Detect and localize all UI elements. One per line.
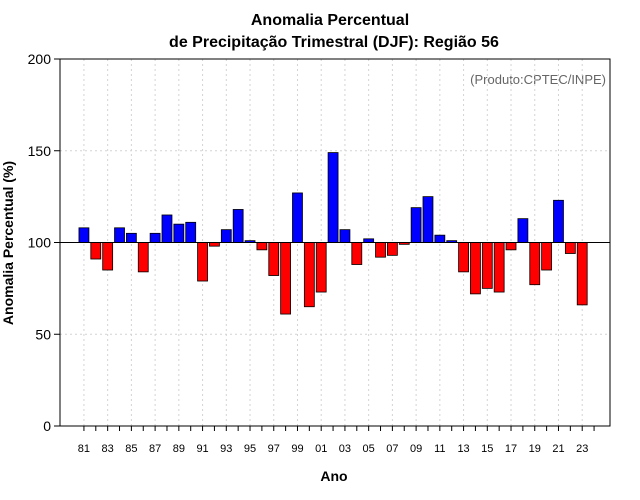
x-tick-label: 21 (552, 443, 564, 455)
x-tick-label: 05 (363, 443, 375, 455)
chart-title-line-2: de Precipitação Trimestral (DJF): Região… (169, 34, 499, 51)
x-tick-label: 19 (529, 443, 541, 455)
bar-09 (410, 207, 422, 243)
bar-83 (102, 242, 114, 271)
bar-21 (553, 199, 564, 243)
x-tick-label: 99 (291, 443, 303, 455)
bar-15 (481, 242, 493, 289)
y-axis-label: Anomalia Percentual (%) (0, 161, 16, 325)
bar-93 (220, 229, 232, 243)
y-tick-label: 100 (28, 235, 52, 251)
bar-13 (458, 242, 469, 273)
bar-92 (209, 242, 220, 247)
x-tick-label: 83 (102, 443, 114, 455)
bar-17 (505, 242, 517, 251)
bar-06 (375, 242, 386, 258)
x-tick-label: 09 (410, 443, 422, 455)
x-tick-label: 15 (481, 443, 493, 455)
bar-99 (292, 192, 303, 243)
x-axis-label: Ano (320, 468, 347, 484)
x-tick-label: 03 (339, 443, 351, 455)
bar-89 (173, 223, 185, 243)
bar-22 (564, 242, 576, 254)
x-tick-label: 85 (125, 443, 137, 455)
x-tick-label: 93 (220, 443, 232, 455)
bar-19 (529, 242, 541, 286)
bar-91 (197, 242, 208, 282)
bar-10 (422, 196, 434, 243)
bar-96 (256, 242, 268, 251)
grid-lines (60, 59, 610, 426)
bars (78, 152, 588, 315)
bar-86 (137, 242, 149, 273)
bar-82 (90, 242, 102, 260)
x-tick-label: 87 (149, 443, 161, 455)
bar-97 (268, 242, 280, 276)
bar-02 (327, 152, 339, 243)
axes: 0 50 100 150 200 81 83 85 87 89 91 93 95 97 99 01 03 05 07… (28, 51, 611, 455)
bar-03 (339, 229, 351, 243)
bar-11 (434, 234, 446, 243)
y-tick-label: 200 (28, 51, 52, 67)
product-credit: (Produto:CPTEC/INPE) (470, 72, 606, 87)
bar-07 (386, 242, 398, 256)
bar-04 (351, 242, 363, 265)
x-tick-label: 11 (434, 443, 445, 455)
bar-00 (303, 242, 315, 308)
x-tick-label: 95 (244, 443, 256, 455)
bar-94 (232, 209, 244, 243)
chart-title-line-1: Anomalia Percentual (251, 12, 409, 29)
x-tick-label: 81 (78, 443, 90, 455)
bar-05 (363, 238, 375, 243)
x-tick-label: 97 (268, 443, 280, 455)
bar-88 (161, 214, 173, 243)
x-tick-label: 91 (196, 443, 208, 455)
bar-84 (114, 227, 125, 243)
bar-98 (280, 242, 292, 315)
bar-01 (315, 242, 327, 293)
x-tick-label: 07 (386, 443, 398, 455)
bar-87 (149, 232, 161, 243)
bar-18 (517, 218, 529, 243)
bar-23 (576, 242, 588, 306)
x-tick-label: 13 (457, 443, 469, 455)
bar-81 (78, 227, 90, 243)
bar-14 (470, 242, 481, 295)
bar-20 (541, 242, 553, 271)
x-tick-label: 17 (505, 443, 517, 455)
x-tick-label: 89 (173, 443, 185, 455)
bar-16 (493, 242, 505, 293)
x-tick-label: 01 (315, 443, 327, 455)
bar-90 (185, 221, 197, 243)
y-tick-label: 0 (43, 418, 51, 434)
y-tick-label: 50 (35, 326, 51, 342)
x-tick-label: 23 (576, 443, 588, 455)
bar-85 (126, 232, 137, 243)
y-tick-label: 150 (28, 143, 52, 159)
